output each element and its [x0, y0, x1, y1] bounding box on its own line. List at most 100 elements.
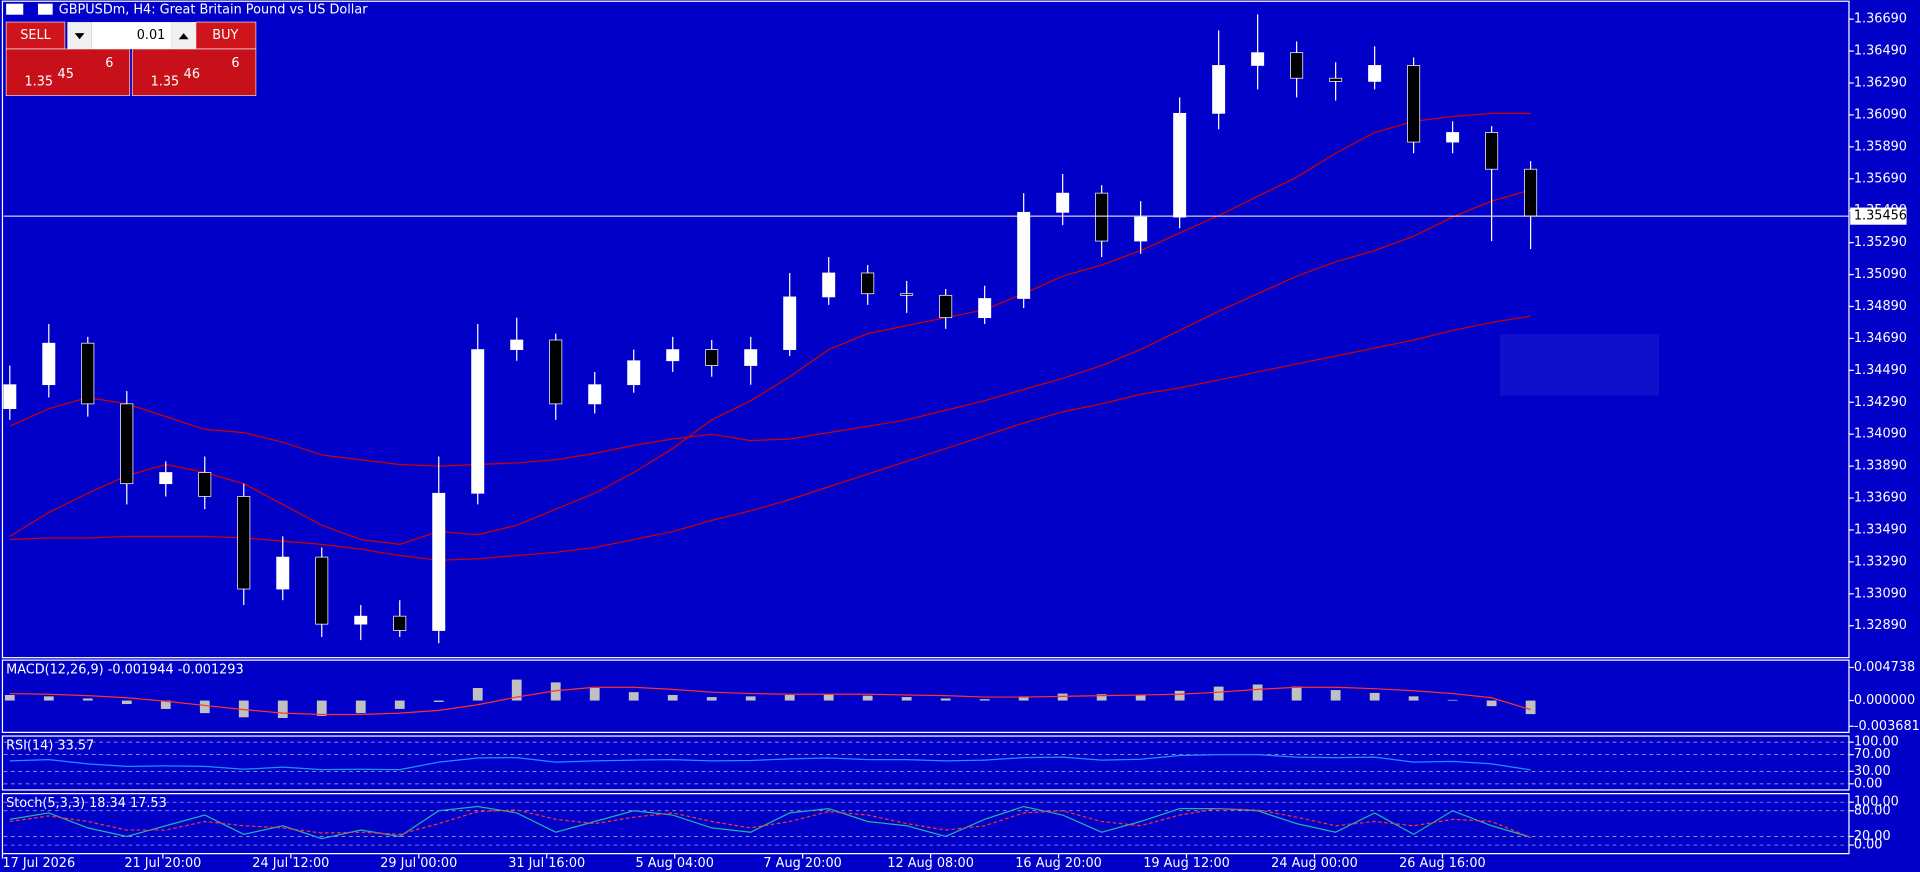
candle-body	[159, 472, 173, 485]
x-tick-label: 12 Aug 08:00	[887, 856, 974, 871]
macd-bar	[1018, 696, 1029, 701]
y-tick-label: 1.35890	[1854, 139, 1907, 154]
menu-icon[interactable]	[6, 3, 24, 15]
candle-body	[1212, 65, 1226, 114]
macd-bar	[238, 700, 249, 718]
y-tick-label: 1.34490	[1854, 363, 1907, 378]
sell-button[interactable]	[5, 21, 66, 50]
indicator-line	[9, 112, 1531, 545]
x-tick-label: 5 Aug 04:00	[635, 856, 713, 871]
candle-body	[276, 556, 290, 590]
sell-label: SELL	[20, 28, 51, 43]
macd-bar	[1096, 694, 1107, 701]
y-tick-label: 1.36290	[1854, 76, 1907, 91]
macd-bar	[979, 699, 990, 701]
candle-body	[588, 384, 602, 405]
y-tick-label: 0.000000	[1854, 693, 1915, 708]
macd-bar	[43, 696, 54, 701]
bid-box[interactable]	[5, 48, 131, 96]
candle-body	[42, 342, 56, 386]
y-tick-label: 1.34090	[1854, 427, 1907, 442]
macd-bar	[316, 700, 327, 716]
candle-body	[3, 384, 17, 410]
x-tick-label: 16 Aug 20:00	[1015, 856, 1102, 871]
candle-body	[1017, 211, 1031, 299]
candle-body	[393, 615, 407, 631]
down-arrow	[74, 33, 85, 40]
rsi-label: RSI(14) 33.57	[6, 738, 94, 753]
bid-point: 6	[105, 56, 113, 71]
main-pane-frame	[1, 0, 1850, 659]
chart-icon[interactable]	[37, 3, 53, 15]
candle-body	[1485, 132, 1499, 170]
macd-bar	[82, 698, 93, 701]
candle-body	[744, 349, 758, 366]
macd-bar	[160, 700, 171, 709]
y-tick-label: 0.00	[1854, 776, 1883, 791]
macd-bar	[823, 694, 834, 701]
ask-box[interactable]	[131, 48, 257, 96]
macd-bar	[667, 694, 678, 701]
x-tick-label: 21 Jul 20:00	[124, 856, 201, 871]
x-tick-label: 19 Aug 12:00	[1143, 856, 1230, 871]
y-tick-label: 20.00	[1854, 829, 1891, 844]
macd-pane-frame	[1, 659, 1850, 733]
x-tick-label: 17 Jul 2026	[2, 856, 75, 871]
macd-bar	[784, 694, 795, 701]
y-tick-label: 1.35290	[1854, 235, 1907, 250]
y-tick-label: 1.33690	[1854, 491, 1907, 506]
candle-body	[315, 556, 329, 625]
candle-body	[1056, 192, 1070, 213]
candle-body	[198, 472, 212, 497]
x-tick-label: 7 Aug 20:00	[763, 856, 841, 871]
macd-bar	[1525, 700, 1536, 715]
ask-big: 1.35	[151, 75, 180, 90]
buy-button[interactable]	[195, 21, 257, 50]
y-tick-label: 1.35690	[1854, 171, 1907, 186]
candle-body	[1368, 65, 1382, 82]
y-tick-label: 1.35090	[1854, 267, 1907, 282]
macd-bar	[1291, 686, 1302, 701]
macd-bar	[550, 682, 561, 701]
macd-bar	[1447, 699, 1458, 701]
macd-bar	[394, 700, 405, 709]
macd-bar	[589, 687, 600, 701]
macd-bar	[121, 700, 132, 705]
volume-value: 0.01	[137, 28, 166, 43]
y-tick-label: 1.36490	[1854, 44, 1907, 59]
candle-body	[510, 339, 524, 350]
stoch-pane-frame	[1, 793, 1850, 855]
y-tick-label: 1.34890	[1854, 299, 1907, 314]
candle-body	[471, 349, 485, 494]
candle-body	[1134, 216, 1148, 242]
candle-body	[81, 342, 95, 405]
x-tick-label: 29 Jul 00:00	[380, 856, 457, 871]
macd-bar	[1369, 692, 1380, 701]
macd-bar	[1213, 686, 1224, 701]
y-tick-label: 1.32890	[1854, 618, 1907, 633]
ask-point: 6	[231, 56, 239, 71]
volume-input[interactable]	[91, 22, 172, 49]
candle-body	[1095, 192, 1109, 242]
bid-pips: 45	[58, 67, 74, 82]
y-tick-label: 1.34690	[1854, 331, 1907, 346]
current-price-box	[1850, 207, 1907, 225]
y-tick-label: 70.00	[1854, 747, 1891, 762]
x-tick-label: 31 Jul 16:00	[508, 856, 585, 871]
macd-bar	[1057, 693, 1068, 701]
macd-bar	[901, 697, 912, 701]
buy-label: BUY	[212, 28, 238, 43]
macd-bar	[277, 700, 288, 719]
ask-pips: 46	[184, 67, 200, 82]
indicator-line	[9, 754, 1531, 771]
current-price-label: 1.35456	[1854, 209, 1907, 224]
macd-bar	[1408, 696, 1419, 701]
faint-panel	[1500, 334, 1660, 396]
candle-body	[705, 349, 719, 366]
y-tick-label: 80.00	[1854, 803, 1891, 818]
macd-label: MACD(12,26,9) -0.001944 -0.001293	[6, 662, 244, 677]
candle-body	[627, 360, 641, 386]
macd-bar	[1486, 700, 1497, 707]
candle-body	[354, 615, 368, 625]
